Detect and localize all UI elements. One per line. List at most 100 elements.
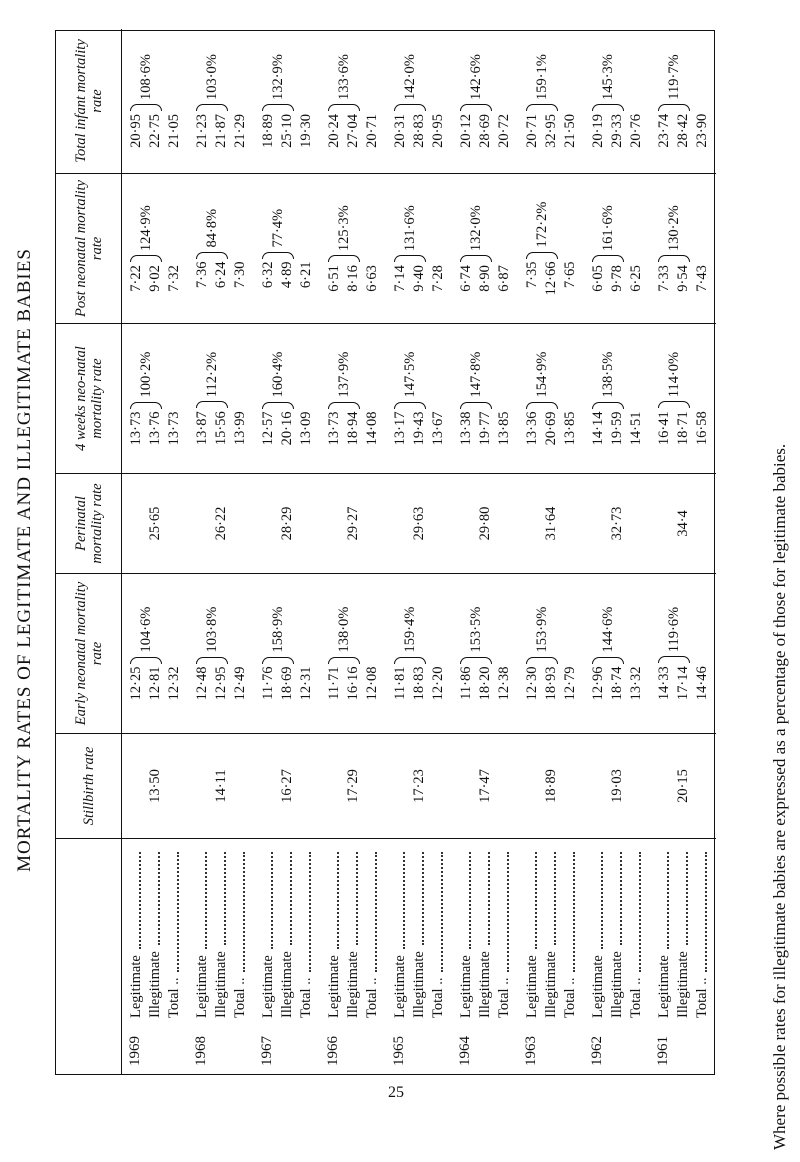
rate-value: 21·05 [165, 114, 182, 148]
birth-status: Illegitimate [278, 848, 297, 1018]
rate-value: 7·22 [127, 265, 144, 292]
data-cell: 20·15 [650, 734, 716, 839]
data-cell: 16·27 [254, 734, 320, 839]
birth-status: Legitimate [259, 848, 278, 1018]
rate-value: 9·78 [608, 265, 625, 292]
rate-values: 7·36 6·24 7·30 [193, 262, 250, 289]
rate-value: 13·85 [561, 411, 578, 446]
data-cell: 29·27 [320, 474, 386, 574]
data-cell: 20·12 28·69 20·72 142·6% [452, 29, 518, 174]
data-cell: 13·87 15·56 13·99 112·2% [188, 324, 254, 474]
rate-value: 20·71 [363, 114, 380, 148]
rate-value: 13·17 [391, 411, 408, 446]
rate-value: 20·19 [589, 114, 606, 148]
rate-value: 13·76 [146, 411, 163, 446]
rate-value: 17·47 [476, 769, 493, 803]
percentage-value: 125·3% [335, 205, 352, 252]
brace [658, 255, 690, 263]
data-cell: 11·71 16·16 12·08 138·0% [320, 574, 386, 734]
rate-value: 12·81 [146, 666, 163, 701]
rate-value: 12·08 [363, 666, 380, 701]
rate-value: 11·76 [259, 666, 276, 700]
percentage-value: 154·9% [533, 351, 550, 398]
data-cell: 7·14 9·40 7·28 131·6% [386, 174, 452, 324]
rate-value: 28·29 [278, 506, 295, 541]
birth-status: Illegitimate [212, 848, 231, 1018]
rate-value: 14·33 [655, 666, 672, 701]
rate-value: 19·30 [297, 114, 314, 148]
percentage-value: 130·2% [665, 205, 682, 252]
rate-value: 13·73 [127, 411, 144, 446]
rate-value: 16·41 [655, 411, 672, 446]
percentage-value: 114·0% [665, 351, 682, 398]
percentage-value: 131·6% [401, 205, 418, 252]
rate-value: 12·49 [231, 666, 248, 701]
header-cell: Total infant mortality rate [56, 29, 122, 174]
percentage-value: 160·4% [269, 351, 286, 398]
rate-value: 18·94 [344, 411, 361, 446]
brace [394, 104, 426, 112]
percentage-value: 103·8% [203, 606, 220, 653]
percentage: 137·9% [325, 352, 363, 409]
data-cell: 6·32 4·89 6·21 77·4% [254, 174, 320, 324]
rate-value: 12·38 [495, 666, 512, 701]
footnote: Where possible rates for illegitimate ba… [770, 443, 789, 1150]
rate-value: 4·89 [278, 261, 295, 289]
rate-value: 29·33 [608, 114, 625, 148]
rate-value: 25·10 [278, 114, 295, 148]
row-labels: Legitimate Illegitimate Total .. [127, 848, 184, 1018]
rate-value: 23·74 [655, 113, 672, 148]
rate-value: 28·69 [476, 114, 493, 148]
rate-values: 20·95 22·75 21·05 [127, 114, 184, 148]
rate-value: 6·63 [363, 265, 380, 292]
rate-value: 21·29 [231, 114, 248, 148]
rate-value: 20·71 [523, 114, 540, 148]
data-cell: 11·81 18·83 12·20 159·4% [386, 574, 452, 734]
rate-values: 13·87 15·56 13·99 [193, 411, 250, 445]
brace [526, 401, 558, 409]
rate-values: 6·51 8·16 6·63 [325, 265, 382, 292]
percentage-value: 142·6% [467, 54, 484, 101]
rate-value: 6·24 [212, 261, 229, 289]
rate-value: 19·43 [410, 411, 427, 446]
rate-values: 14·33 17·14 14·46 [655, 666, 712, 700]
brace [460, 401, 492, 409]
rate-value: 12·66 [542, 261, 559, 296]
rate-value: 18·83 [410, 666, 427, 701]
rate-values: 7·14 9·40 7·28 [391, 265, 448, 292]
rate-value: 19·77 [476, 411, 493, 446]
percentage: 119·7% [655, 54, 693, 111]
data-cell: 18·89 [518, 734, 584, 839]
birth-status: Legitimate [193, 848, 212, 1018]
brace [658, 401, 690, 409]
rate-values: 12·57 20·16 13·09 [259, 412, 316, 446]
rate-values: 11·76 18·69 12·31 [259, 667, 316, 701]
rate-value: 29·63 [410, 506, 427, 541]
percentage: 159·1% [523, 54, 561, 112]
percentage: 132·0% [457, 205, 495, 263]
brace [394, 255, 426, 263]
data-cell: 20·19 29·33 20·76 145·3% [584, 29, 650, 174]
rate-value: 14·46 [693, 666, 710, 701]
birth-status: Illegitimate [344, 848, 363, 1018]
rate-value: 14·11 [212, 769, 229, 803]
percentage-value: 172·2% [533, 201, 550, 248]
rate-value: 18·71 [674, 411, 691, 446]
brace [592, 104, 624, 112]
year: 1966 [325, 1036, 341, 1066]
percentage: 147·5% [391, 352, 429, 409]
brace [526, 104, 558, 112]
data-cell: 6·51 8·16 6·63 125·3% [320, 174, 386, 324]
rate-values: 20·24 27·04 20·71 [325, 114, 382, 148]
birth-status: Total .. [165, 848, 184, 1018]
rate-value: 18·89 [542, 769, 559, 803]
brace [130, 656, 162, 664]
data-cell: 14·14 19·59 14·51 138·5% [584, 324, 650, 474]
rate-value: 12·30 [523, 666, 540, 701]
birth-status: Total .. [429, 848, 448, 1018]
percentage: 142·6% [457, 54, 495, 112]
percentage: 125·3% [325, 205, 363, 263]
page-number: 25 [388, 1084, 404, 1101]
percentage: 138·0% [325, 607, 363, 664]
rate-values: 7·35 12·66 7·65 [523, 262, 580, 296]
